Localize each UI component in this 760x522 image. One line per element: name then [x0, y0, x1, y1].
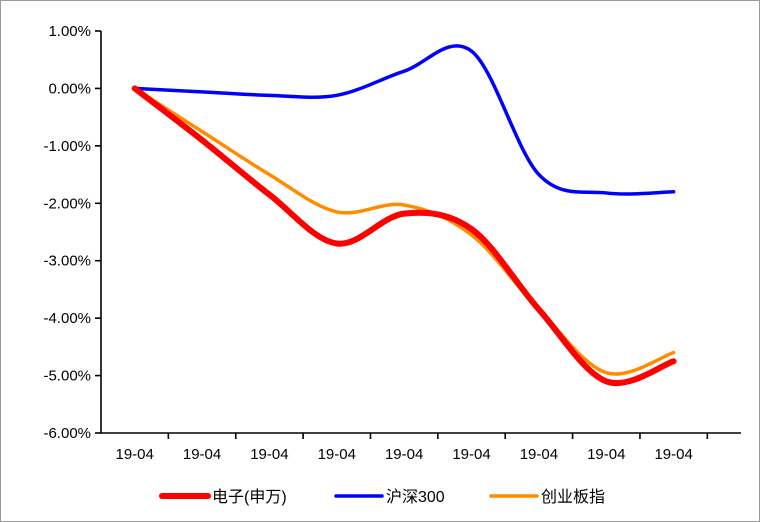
x-axis: 19-04 19-04 19-04 19-04 19-04 19-04 19-04 19-04… — [101, 432, 741, 463]
y-tick-label: 1.00% — [48, 23, 91, 40]
y-tick-label: -1.00% — [43, 138, 91, 155]
y-tick-label: -6.00% — [43, 425, 91, 442]
y-tick-label: -5.00% — [43, 368, 91, 385]
x-tick-label: 19-04 — [183, 446, 221, 463]
y-tick-label: -3.00% — [43, 253, 91, 270]
legend-item-chinext-label: 创业板指 — [541, 488, 605, 506]
series-electronics-line — [131, 85, 677, 387]
legend: 电子(申万) 沪深300 创业板指 — [159, 488, 605, 506]
x-tick-label: 19-04 — [520, 446, 558, 463]
series-chinext-line — [132, 86, 676, 376]
series-csi300-line — [132, 44, 676, 196]
series-group — [131, 44, 677, 387]
x-tick-label: 19-04 — [452, 446, 490, 463]
legend-item-csi300-label: 沪深300 — [386, 488, 445, 506]
y-tick-label: -2.00% — [43, 195, 91, 212]
x-tick-label: 19-04 — [587, 446, 625, 463]
y-axis: 1.00% 0.00% -1.00% -2.00% -3.00% -4.00% -5.00%… — [43, 23, 102, 442]
x-tick-label: 19-04 — [385, 446, 423, 463]
legend-item-electronics-label: 电子(申万) — [212, 488, 287, 506]
y-tick-label: 0.00% — [48, 80, 91, 97]
x-tick-label: 19-04 — [250, 446, 288, 463]
y-tick-label: -4.00% — [43, 310, 91, 327]
x-tick-label: 19-04 — [115, 446, 153, 463]
x-tick-label: 19-04 — [318, 446, 356, 463]
x-tick-label: 19-04 — [654, 446, 692, 463]
